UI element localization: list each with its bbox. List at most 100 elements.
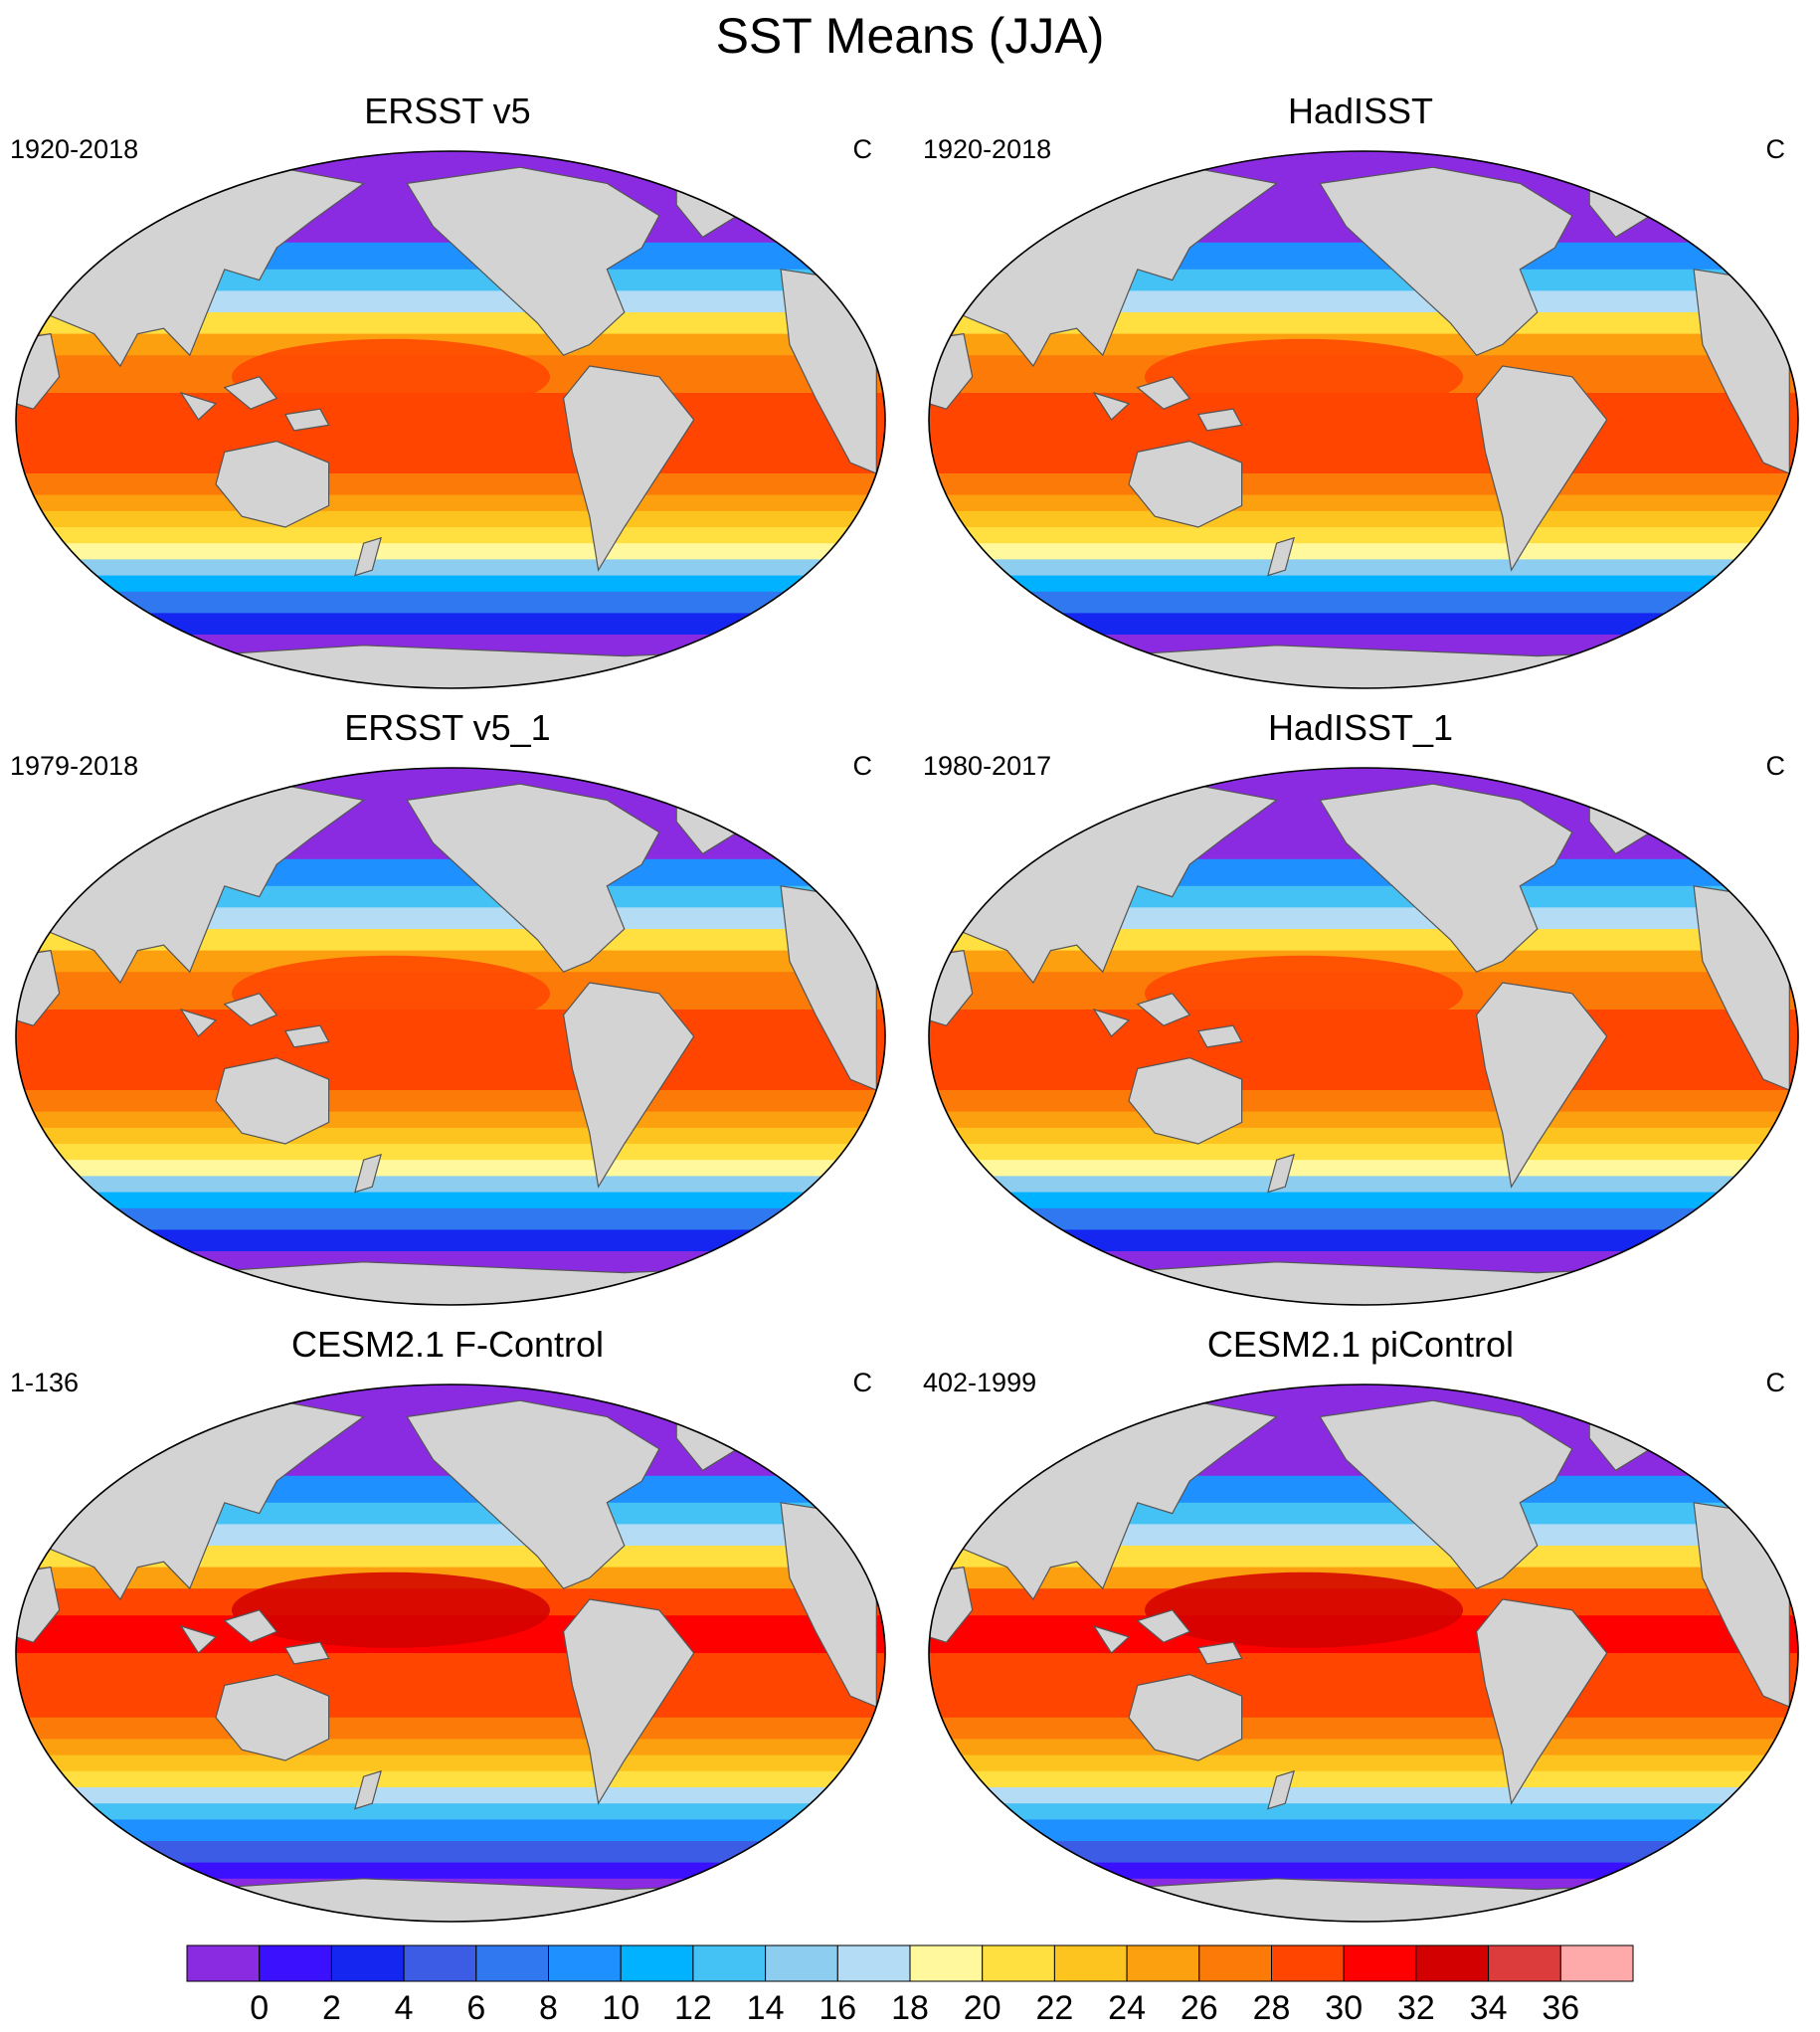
sst-band bbox=[16, 1176, 885, 1194]
sst-band bbox=[929, 1063, 1798, 1091]
sst-band bbox=[16, 907, 885, 930]
map-border bbox=[928, 1384, 1799, 1923]
colorbar-tick-label: 14 bbox=[747, 1989, 785, 2027]
map-content-hadisst bbox=[929, 151, 1798, 688]
sst-map bbox=[928, 767, 1799, 1306]
panel-units-label: C bbox=[852, 751, 873, 781]
sst-band bbox=[929, 543, 1798, 561]
colorbar-box bbox=[186, 1944, 261, 1982]
sst-band bbox=[929, 1787, 1798, 1805]
panel-period-label: 1979-2018 bbox=[10, 751, 139, 781]
land-mass bbox=[1267, 536, 1295, 577]
sst-band bbox=[929, 494, 1798, 512]
sst-band bbox=[16, 1787, 885, 1805]
land-mass bbox=[1319, 166, 1573, 356]
map-panel-hadisst-1: HadISST_1 1980-2017 C bbox=[913, 706, 1808, 1306]
figure-title: SST Means (JJA) bbox=[715, 8, 1105, 64]
sst-band bbox=[16, 1144, 885, 1162]
land-mass bbox=[1092, 1624, 1131, 1654]
sst-band bbox=[929, 1176, 1798, 1194]
sst-band bbox=[929, 1653, 1798, 1692]
land-mass bbox=[1267, 1769, 1295, 1810]
colorbar-box bbox=[1488, 1944, 1561, 1982]
colorbar-tick-label: 0 bbox=[250, 1989, 269, 2027]
colorbar-box bbox=[403, 1944, 477, 1982]
sst-band bbox=[16, 1127, 885, 1145]
map-panel-cesm-picontrol: CESM2.1 piControl 402-1999 C bbox=[913, 1323, 1808, 1923]
sst-band bbox=[929, 929, 1798, 952]
land-mass bbox=[1136, 376, 1191, 410]
land-mass bbox=[354, 1153, 382, 1194]
panel-title: ERSST v5_1 bbox=[344, 707, 551, 748]
land-mass bbox=[1475, 982, 1608, 1189]
colorbar-box bbox=[1198, 1944, 1272, 1982]
sst-band bbox=[929, 591, 1798, 615]
colorbar-box bbox=[1559, 1944, 1634, 1982]
sst-map bbox=[15, 1384, 886, 1923]
sst-band bbox=[16, 929, 885, 952]
sst-band bbox=[929, 1755, 1798, 1772]
sst-band bbox=[929, 613, 1798, 636]
land-mass bbox=[406, 783, 660, 973]
colorbar-box bbox=[1053, 1944, 1128, 1982]
land-mass bbox=[1196, 408, 1243, 432]
sst-band bbox=[929, 1862, 1798, 1880]
sst-band bbox=[16, 1717, 885, 1741]
sst-band bbox=[16, 885, 885, 909]
sst-band bbox=[16, 1524, 885, 1547]
land-mass bbox=[1475, 365, 1608, 572]
panel-units-label: C bbox=[1765, 751, 1786, 781]
land-mass bbox=[223, 1609, 278, 1643]
colorbar-tick-label: 28 bbox=[1253, 1989, 1291, 2027]
sst-map bbox=[15, 767, 886, 1306]
colorbar-box bbox=[909, 1944, 984, 1982]
sst-band bbox=[16, 1090, 885, 1113]
warm-pool bbox=[232, 955, 550, 1031]
map-content-cesm-picontrol bbox=[929, 1385, 1798, 1922]
colorbar-tick-label: 2 bbox=[322, 1989, 341, 2027]
land-mass bbox=[1128, 440, 1243, 528]
land-mass bbox=[1136, 1609, 1191, 1643]
map-border bbox=[15, 767, 886, 1306]
sst-band bbox=[16, 575, 885, 593]
map-content-hadisst-1 bbox=[929, 768, 1798, 1305]
land-mass bbox=[223, 993, 278, 1026]
land-mass bbox=[1092, 1008, 1131, 1037]
sst-band bbox=[16, 591, 885, 615]
panel-title: ERSST v5 bbox=[364, 91, 531, 131]
sst-band bbox=[16, 1207, 885, 1231]
sst-band bbox=[16, 1653, 885, 1692]
sst-band bbox=[16, 1063, 885, 1091]
colorbar-tick-label: 12 bbox=[674, 1989, 712, 2027]
colorbar: 0 2 4 6 8 10 12 14 16 18 20 22 24 26 28 30 32 34 36 bbox=[186, 1944, 1634, 2027]
colorbar-box bbox=[330, 1944, 405, 1982]
sst-band bbox=[929, 1090, 1798, 1113]
colorbar-tick-label: 10 bbox=[602, 1989, 639, 2027]
colorbar-tick-label: 26 bbox=[1181, 1989, 1218, 2027]
land-mass bbox=[283, 1024, 330, 1048]
sst-band bbox=[16, 290, 885, 313]
colorbar-tick-label: 18 bbox=[891, 1989, 929, 2027]
map-content-ersst-v5 bbox=[16, 151, 885, 688]
sst-band bbox=[16, 1192, 885, 1209]
sst-band bbox=[929, 1770, 1798, 1788]
panel-title: CESM2.1 piControl bbox=[1206, 1324, 1515, 1365]
colorbar-tick-label: 8 bbox=[539, 1989, 558, 2027]
panel-title: CESM2.1 F-Control bbox=[290, 1324, 605, 1365]
sst-band bbox=[929, 312, 1798, 335]
colorbar-tick-label: 16 bbox=[819, 1989, 856, 2027]
sst-band bbox=[16, 1111, 885, 1129]
colorbar-tick-label: 34 bbox=[1470, 1989, 1508, 2027]
colorbar-box bbox=[620, 1944, 694, 1982]
map-panel-hadisst: HadISST 1920-2018 C bbox=[913, 90, 1808, 689]
map-border bbox=[928, 150, 1799, 689]
sst-band bbox=[929, 1127, 1798, 1145]
map-border bbox=[15, 1384, 886, 1923]
colorbar-box bbox=[765, 1944, 838, 1982]
sst-band bbox=[929, 1229, 1798, 1252]
panel-period-label: 1920-2018 bbox=[923, 134, 1052, 164]
colorbar-box bbox=[1415, 1944, 1490, 1982]
land-mass bbox=[215, 1056, 330, 1145]
colorbar-box bbox=[1343, 1944, 1417, 1982]
sst-band bbox=[16, 1841, 885, 1864]
